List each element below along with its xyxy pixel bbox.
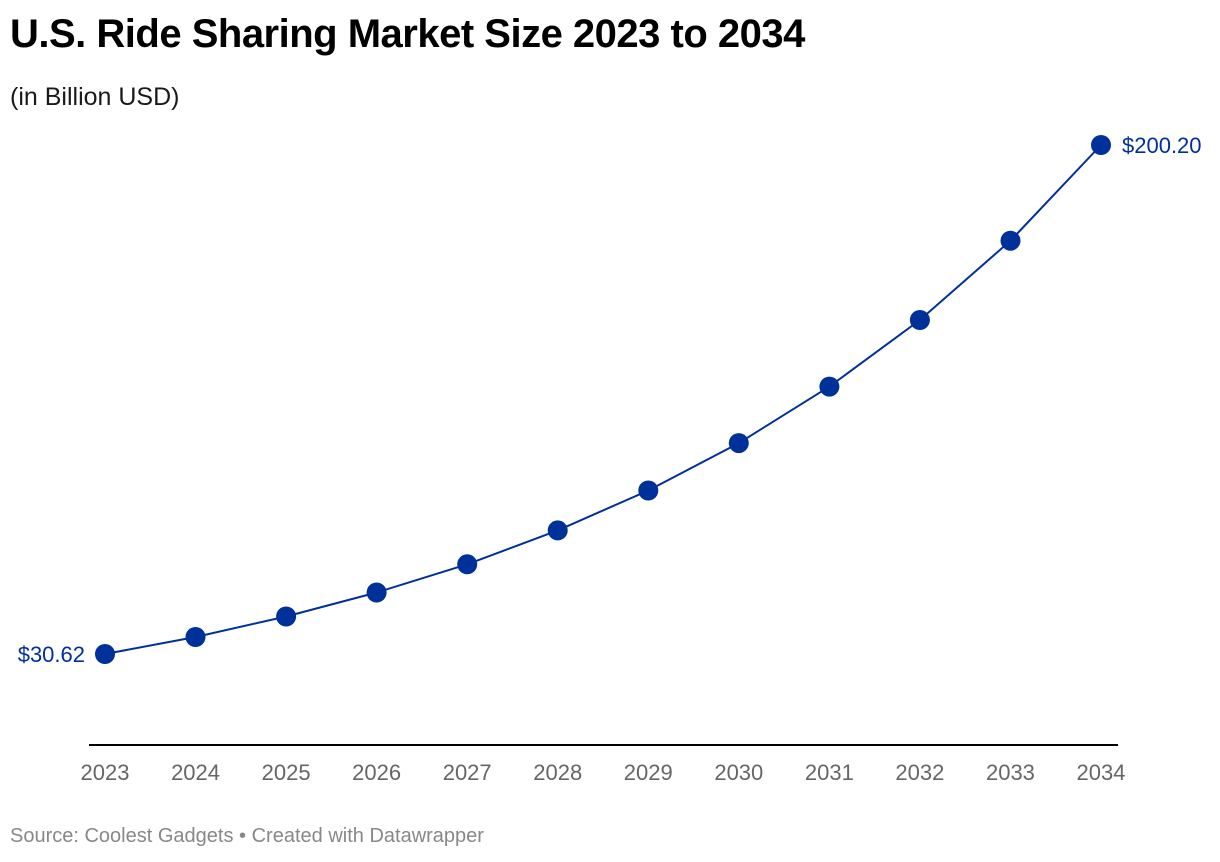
- x-tick-label: 2033: [986, 760, 1035, 785]
- x-tick-label: 2027: [443, 760, 492, 785]
- data-point[interactable]: [185, 627, 206, 647]
- data-point[interactable]: [95, 644, 115, 664]
- x-tick-label: 2034: [1077, 760, 1126, 785]
- last-value-label: $200.20: [1122, 133, 1202, 158]
- x-tick-label: 2024: [171, 760, 220, 785]
- series-line: [104, 144, 1102, 655]
- data-point[interactable]: [547, 520, 568, 541]
- footer-credit: Source: Coolest Gadgets • Created with D…: [10, 825, 484, 848]
- x-tick-label: 2030: [714, 760, 763, 785]
- footer-separator: •: [239, 825, 247, 847]
- data-point[interactable]: [1091, 135, 1111, 155]
- created-with-link[interactable]: Created with Datawrapper: [251, 825, 484, 847]
- data-point[interactable]: [819, 376, 840, 397]
- data-point[interactable]: [276, 606, 297, 627]
- data-point[interactable]: [638, 480, 659, 501]
- data-point[interactable]: [909, 310, 930, 330]
- chart-subtitle: (in Billion USD): [10, 83, 180, 111]
- series-points: [95, 135, 1111, 664]
- source-label: Source: Coolest Gadgets: [10, 825, 234, 847]
- data-point[interactable]: [728, 433, 749, 454]
- x-tick-labels: 2023 2024 2025 2026 2027 2028 2029 2030 2031 2032…: [81, 760, 1126, 785]
- data-point[interactable]: [1000, 230, 1021, 251]
- x-tick-label: 2031: [805, 760, 854, 785]
- x-tick-label: 2023: [81, 760, 130, 785]
- x-tick-label: 2026: [352, 760, 401, 785]
- x-tick-label: 2025: [262, 760, 311, 785]
- first-value-label: $30.62: [18, 642, 85, 667]
- data-point[interactable]: [457, 554, 478, 575]
- x-tick-label: 2032: [895, 760, 944, 785]
- x-tick-label: 2029: [624, 760, 673, 785]
- x-tick-label: 2028: [533, 760, 582, 785]
- chart-title: U.S. Ride Sharing Market Size 2023 to 20…: [10, 12, 805, 56]
- data-point[interactable]: [366, 582, 387, 603]
